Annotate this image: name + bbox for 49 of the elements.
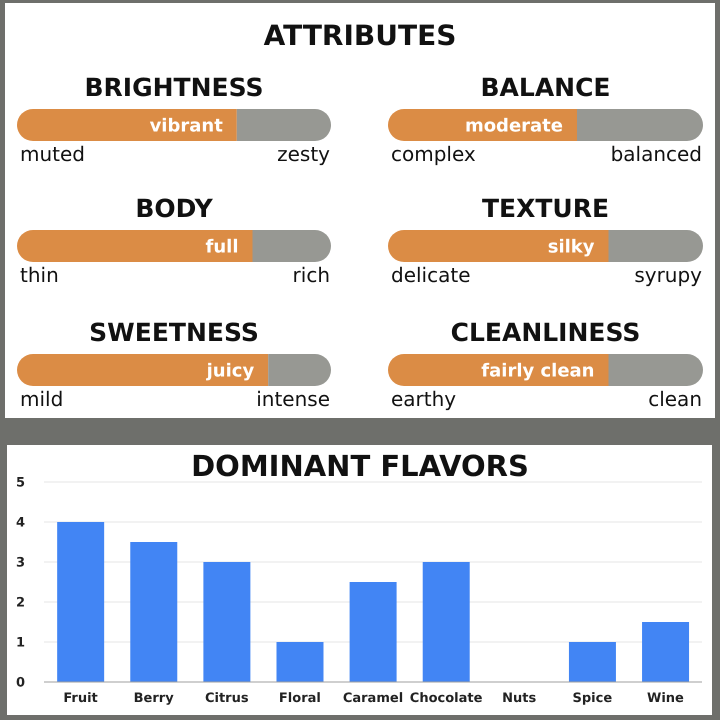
- y-tick-label: 4: [16, 516, 25, 531]
- text: delicate: [391, 263, 471, 287]
- bar: [276, 642, 324, 682]
- x-tick-label: Nuts: [502, 691, 537, 706]
- text: clean: [648, 387, 702, 411]
- y-tick-label: 1: [16, 636, 25, 651]
- text: thin: [20, 263, 59, 287]
- bar: [203, 562, 250, 682]
- annotation: fairly clean: [481, 360, 594, 382]
- annotation: silky: [548, 236, 595, 258]
- text: balanced: [610, 142, 702, 166]
- text: rich: [292, 263, 330, 287]
- text: muted: [20, 142, 85, 166]
- chart-title: CLEANLINESS: [450, 318, 642, 348]
- text: earthy: [391, 387, 456, 411]
- bar: [350, 582, 397, 682]
- bar: [422, 562, 470, 682]
- x-tick-label: Caramel: [342, 691, 404, 706]
- chart-title: BRIGHTNESS: [84, 73, 264, 103]
- bar: [568, 642, 616, 682]
- text: complex: [391, 142, 476, 166]
- annotation: moderate: [464, 115, 563, 136]
- text: intense: [256, 387, 330, 411]
- annotation: full: [206, 236, 238, 258]
- x-tick-label: Wine: [647, 691, 684, 706]
- text: syrupy: [634, 263, 702, 287]
- annotation: juicy: [206, 360, 254, 382]
- chart-title: TEXTURE: [480, 194, 610, 224]
- bar: [642, 622, 690, 682]
- x-tick-label: Fruit: [63, 691, 98, 706]
- annotation: vibrant: [150, 115, 224, 136]
- chart-title: BALANCE: [479, 73, 612, 103]
- text: mild: [20, 387, 64, 411]
- text: ATTRIBUTES: [262, 18, 458, 54]
- y-tick-label: 3: [16, 556, 25, 571]
- x-tick-label: Spice: [572, 691, 612, 706]
- x-tick-label: Chocolate: [410, 691, 483, 706]
- bar: [57, 522, 104, 682]
- x-tick-label: Floral: [278, 691, 321, 706]
- text: zesty: [277, 142, 330, 166]
- chart-title: DOMINANT FLAVORS: [191, 449, 529, 483]
- x-tick-label: Berry: [134, 691, 174, 706]
- y-tick-label: 2: [16, 596, 25, 611]
- chart-title: BODY: [134, 194, 214, 224]
- x-tick-label: Citrus: [204, 691, 249, 706]
- chart-title: SWEETNESS: [88, 318, 260, 348]
- y-tick-label: 5: [16, 476, 25, 491]
- bar: [130, 542, 178, 682]
- y-tick-label: 0: [16, 676, 25, 691]
